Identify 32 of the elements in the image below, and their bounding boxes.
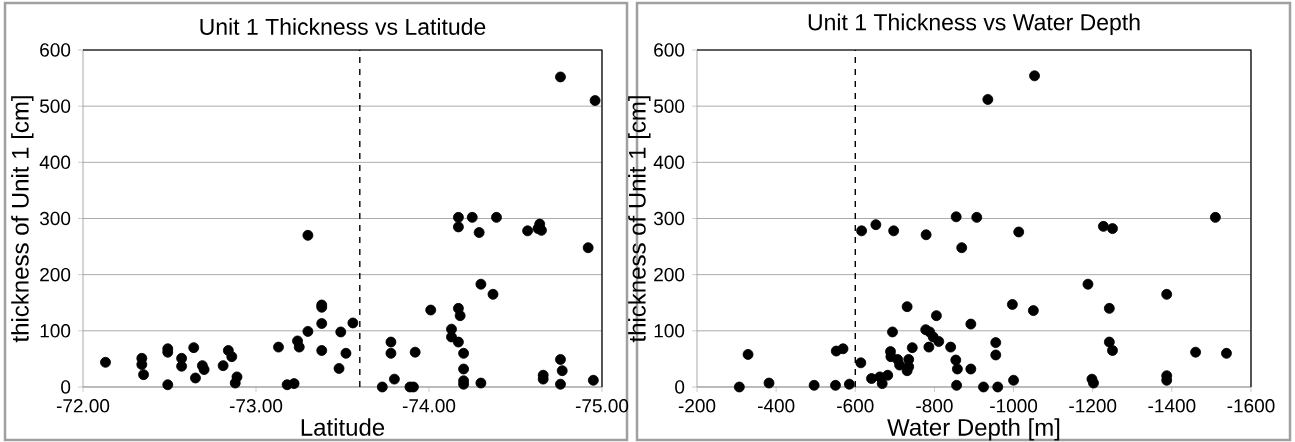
- y-tick-label: 500: [653, 99, 685, 113]
- x-tick-label: -72.00: [56, 399, 110, 413]
- x-tick-label: -73.00: [229, 399, 283, 413]
- chart-title: Unit 1 Thickness vs Water Depth: [808, 13, 1140, 35]
- y-tick-label: 0: [675, 380, 685, 394]
- y-axis-title: thickness of Unit 1 [cm]: [11, 96, 34, 343]
- y-tick-label: 100: [654, 324, 685, 338]
- x-tick-label: -74.00: [402, 399, 456, 413]
- x-tick-label: -1200: [1069, 399, 1117, 413]
- x-tick-label: -1600: [1227, 399, 1275, 413]
- x-axis-title: Water Depth [m]: [887, 418, 1060, 441]
- y-tick-label: 600: [40, 43, 71, 57]
- y-tick-label: 300: [653, 211, 685, 226]
- y-tick-label: 400: [39, 155, 71, 170]
- y-tick-label: 100: [40, 324, 71, 338]
- chart-title: Unit 1 Thickness vs Latitude: [200, 18, 486, 35]
- x-tick-label: -400: [757, 399, 795, 413]
- y-tick-label: 600: [654, 43, 685, 57]
- x-tick-label: -1400: [1148, 399, 1196, 413]
- y-tick-label: 0: [61, 380, 71, 394]
- y-tick-label: 300: [39, 211, 71, 226]
- y-tick-label: 500: [39, 99, 71, 113]
- x-tick-label: -200: [678, 399, 716, 413]
- x-tick-label: -600: [837, 399, 874, 413]
- y-tick-label: 400: [653, 155, 685, 170]
- y-axis-title: thickness of Unit 1 [cm]: [628, 96, 651, 343]
- x-axis-title: Latitude: [301, 418, 385, 436]
- x-tick-label: -1000: [990, 399, 1038, 413]
- y-tick-label: 200: [40, 267, 71, 282]
- x-tick-label: -800: [916, 399, 953, 413]
- x-tick-label: -75.00: [575, 399, 629, 413]
- y-tick-label: 200: [654, 267, 685, 282]
